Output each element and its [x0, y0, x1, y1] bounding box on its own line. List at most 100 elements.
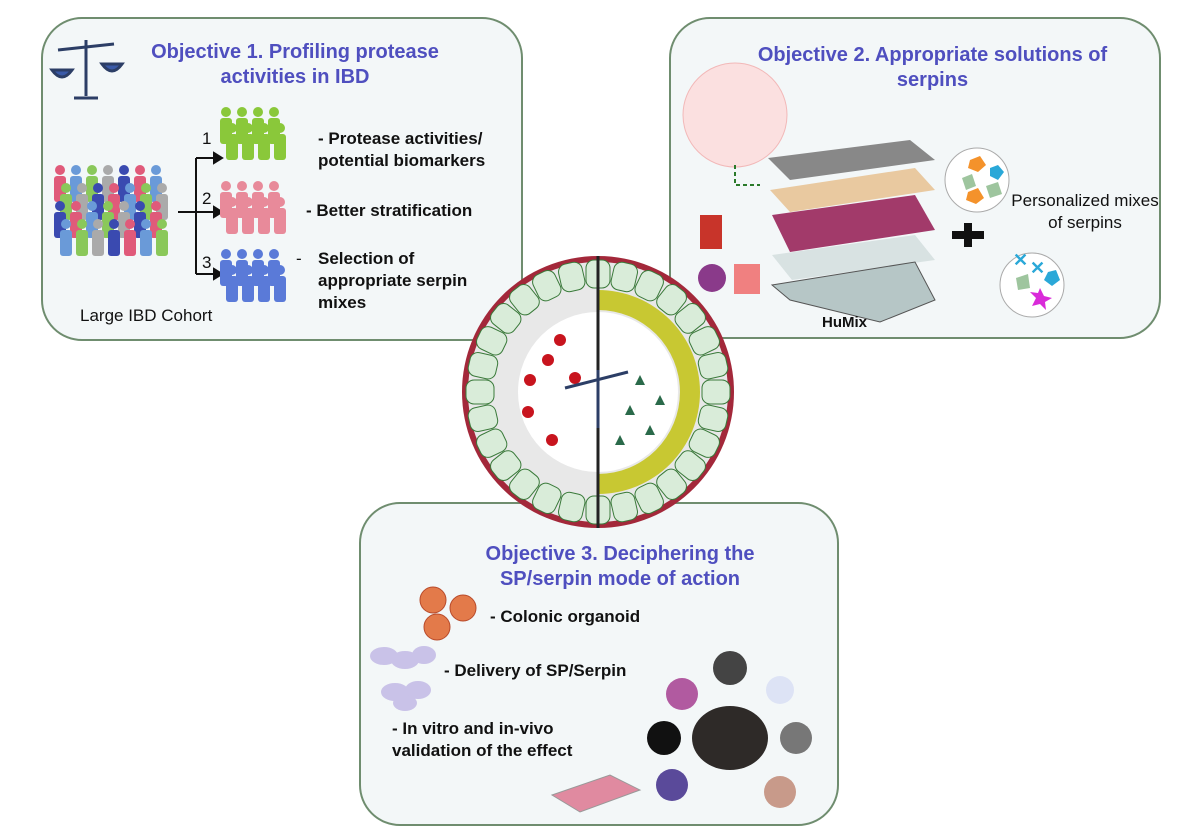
epithelial-cell	[701, 379, 731, 405]
humix-device	[768, 140, 936, 323]
cell-grid-icon	[734, 264, 760, 294]
serpin	[645, 425, 655, 435]
protease	[524, 374, 536, 386]
person-head	[71, 165, 81, 175]
organoid-icons	[419, 586, 477, 641]
protease	[542, 354, 554, 366]
branch-text: - Better stratification	[306, 201, 473, 220]
objective2-title: Objective 2. Appropriate solutions of se…	[757, 44, 1108, 91]
person-head	[109, 183, 119, 193]
svg-text:✕: ✕	[1013, 250, 1028, 270]
epithelial-cell	[490, 303, 522, 334]
person-head	[269, 249, 279, 259]
branch-text: - Protease activities/ potential biomark…	[318, 129, 486, 170]
person-head	[227, 123, 237, 133]
person-body	[258, 208, 270, 234]
person-head	[243, 265, 253, 275]
person-body	[258, 276, 270, 302]
person-head	[259, 197, 269, 207]
person-body	[124, 230, 136, 256]
person-body	[140, 230, 152, 256]
person-body	[258, 134, 270, 160]
person-head	[221, 181, 231, 191]
epithelial-cell	[634, 270, 664, 302]
person-head	[275, 265, 285, 275]
person-head	[221, 249, 231, 259]
person-body	[242, 134, 254, 160]
person-body	[274, 208, 286, 234]
person-head	[61, 183, 71, 193]
people-groups	[54, 107, 286, 302]
mucus-layer	[598, 290, 700, 494]
person-head	[227, 265, 237, 275]
person-head	[61, 219, 71, 229]
svg-text:✕: ✕	[1030, 258, 1045, 278]
protease	[522, 406, 534, 418]
person-head	[87, 201, 97, 211]
serpin	[635, 375, 645, 385]
person-body	[76, 230, 88, 256]
balance-icon	[49, 40, 125, 100]
person-body	[274, 276, 286, 302]
objective1-title: Objective 1. Profiling protease activiti…	[151, 41, 439, 88]
epithelial-cell	[467, 404, 499, 432]
dashed-arrow	[734, 165, 760, 186]
person-head	[141, 219, 151, 229]
cell-cluster-icon	[698, 264, 726, 292]
objective3-item: - In vitro and in-vivo validation of the…	[392, 719, 573, 760]
person-head	[237, 181, 247, 191]
person-head	[269, 107, 279, 117]
person-head	[253, 249, 263, 259]
epithelial-cell	[509, 284, 540, 316]
epithelial-cell	[674, 303, 706, 334]
mix-circle	[999, 252, 1065, 318]
person-head	[221, 107, 231, 117]
epithelial-cell	[465, 379, 495, 405]
protease	[569, 372, 581, 384]
epithelial-cell	[656, 284, 687, 316]
branch-text: Selection of appropriate serpin mixes	[318, 249, 468, 312]
person-head	[93, 219, 103, 229]
person-head	[157, 219, 167, 229]
person-head	[103, 165, 113, 175]
model-label: HuMix	[822, 314, 867, 331]
person-head	[119, 201, 129, 211]
person-head	[55, 201, 65, 211]
person-body	[226, 134, 238, 160]
epithelial-cell	[509, 468, 540, 500]
epithelial-cell	[697, 404, 729, 432]
person-head	[135, 165, 145, 175]
validation-icons	[550, 651, 812, 813]
plus-icon	[952, 223, 984, 247]
branch-number: 2	[202, 189, 212, 208]
person-head	[237, 107, 247, 117]
objective3-item: - Delivery of SP/Serpin	[444, 661, 627, 680]
tissue-icon	[700, 215, 722, 249]
epithelial-cell	[634, 482, 664, 514]
person-head	[259, 123, 269, 133]
mixes-label: Personalized mixes of serpins	[1011, 191, 1159, 232]
objective1-box	[41, 17, 523, 341]
person-head	[125, 219, 135, 229]
person-head	[157, 183, 167, 193]
objective3-item: - Colonic organoid	[490, 607, 641, 626]
person-body	[60, 230, 72, 256]
person-head	[55, 165, 65, 175]
person-head	[269, 181, 279, 191]
person-body	[242, 276, 254, 302]
person-body	[274, 134, 286, 160]
epithelial-cell	[656, 468, 687, 500]
epithelial-cell	[674, 450, 706, 481]
person-body	[92, 230, 104, 256]
person-head	[253, 181, 263, 191]
cohort-label: Large IBD Cohort	[80, 306, 213, 325]
epithelial-cell	[532, 482, 562, 514]
person-head	[109, 219, 119, 229]
person-head	[227, 197, 237, 207]
branch-number: 3	[202, 253, 212, 272]
person-head	[275, 197, 285, 207]
epithelial-cell	[688, 326, 720, 356]
branch-number: 1	[202, 129, 212, 148]
person-head	[275, 123, 285, 133]
